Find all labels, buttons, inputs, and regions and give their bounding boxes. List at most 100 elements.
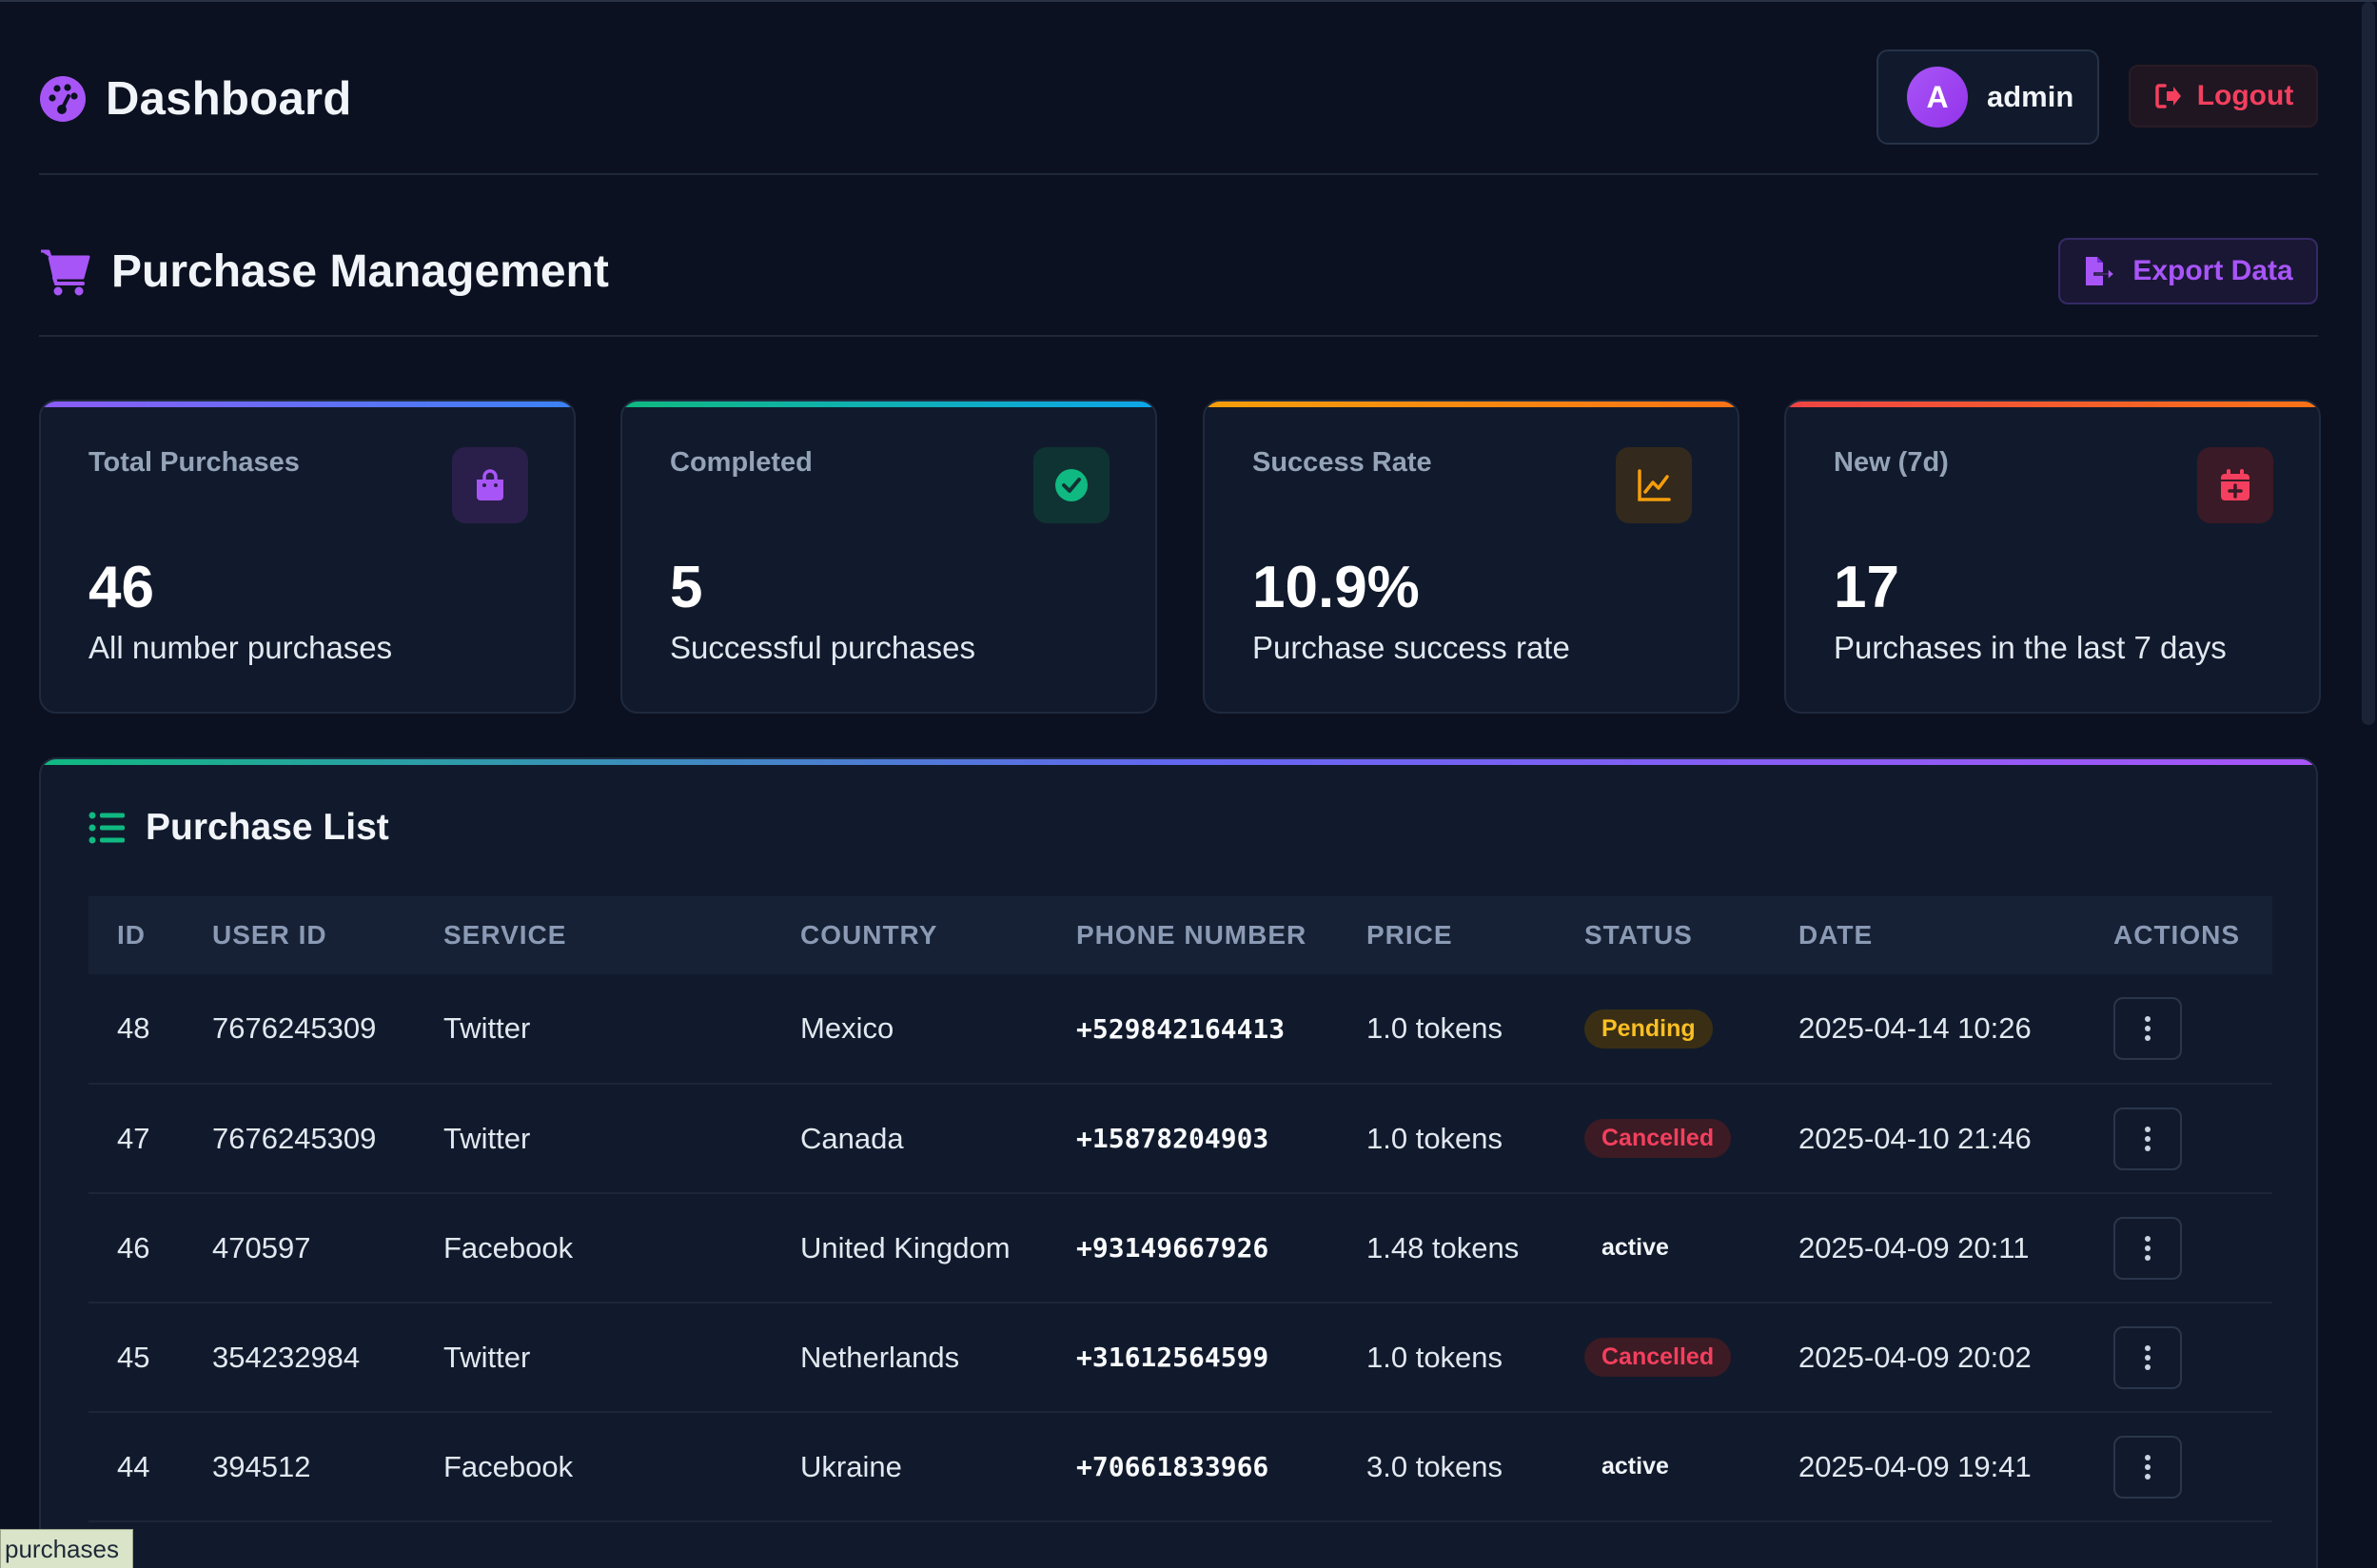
brand: Dashboard — [39, 72, 352, 126]
cell-service: Twitter — [443, 1011, 531, 1045]
cell-id: 48 — [117, 1011, 150, 1045]
page-scrollbar[interactable] — [2362, 2, 2375, 725]
cell-phone: +15878204903 — [1076, 1123, 1269, 1154]
cell-actions — [2085, 1193, 2272, 1303]
cell-date: 2025-04-09 20:11 — [1798, 1230, 2030, 1264]
cell-country: Netherlands — [800, 1340, 960, 1374]
cell-date: 2025-04-10 21:46 — [1798, 1121, 2032, 1155]
cell-price: 1.0 tokens — [1366, 1121, 1503, 1155]
status-badge: Cancelled — [1584, 1119, 1732, 1158]
section-heading: Purchase Management — [111, 246, 609, 297]
status-badge: active — [1601, 1234, 1669, 1261]
row-actions-button[interactable] — [2113, 997, 2182, 1060]
cell-service: Facebook — [443, 1449, 574, 1483]
sign-out-icon — [2154, 84, 2181, 108]
stat-description: All number purchases — [88, 630, 393, 665]
chart-line-icon — [1638, 469, 1671, 501]
purchase-table: ID USER ID SERVICE COUNTRY PHONE NUMBER … — [88, 896, 2272, 1522]
cell-id: 47 — [117, 1121, 150, 1155]
list-icon — [88, 812, 125, 844]
stat-value: 10.9% — [1252, 555, 1420, 620]
stat-card-completed: Completed 5 Successful purchases — [620, 400, 1157, 714]
cell-service: Facebook — [443, 1230, 574, 1264]
top-bar: Dashboard A admin Logout — [39, 48, 2318, 175]
row-actions-button[interactable] — [2113, 1325, 2182, 1389]
cell-service: Twitter — [443, 1340, 531, 1374]
check-circle-icon — [1055, 469, 1088, 501]
cell-user-id: 470597 — [212, 1230, 311, 1264]
file-export-icon — [2086, 257, 2116, 285]
cell-id: 45 — [117, 1340, 150, 1374]
column-header-id[interactable]: ID — [117, 920, 146, 950]
cell-phone: +93149667926 — [1076, 1232, 1269, 1264]
status-badge: active — [1601, 1453, 1669, 1480]
cell-status: Pending — [1556, 974, 1770, 1084]
column-header-country[interactable]: COUNTRY — [800, 920, 938, 950]
shopping-bag-icon — [477, 469, 503, 500]
cell-id: 46 — [117, 1230, 150, 1264]
stat-label: Total Purchases — [88, 447, 300, 478]
ellipsis-vertical-icon — [2145, 1126, 2151, 1151]
export-label: Export Data — [2132, 255, 2293, 286]
export-data-button[interactable]: Export Data — [2058, 238, 2318, 304]
row-actions-button[interactable] — [2113, 1216, 2182, 1280]
stat-card-total-purchases: Total Purchases 46 All number purchases — [39, 400, 576, 714]
cell-date: 2025-04-09 19:41 — [1798, 1449, 2032, 1483]
cell-user-id: 7676245309 — [212, 1121, 377, 1155]
avatar: A — [1907, 67, 1968, 127]
stat-value: 17 — [1834, 555, 1899, 620]
purchase-list-panel: Purchase List ID USER ID SERVICE COUNTRY… — [39, 757, 2318, 1568]
stat-description: Purchase success rate — [1252, 630, 1570, 665]
cell-price: 3.0 tokens — [1366, 1449, 1503, 1483]
table-row[interactable]: 46 470597 Facebook United Kingdom +93149… — [88, 1193, 2272, 1303]
cell-country: Canada — [800, 1121, 904, 1155]
cell-price: 1.0 tokens — [1366, 1340, 1503, 1374]
logout-button[interactable]: Logout — [2129, 65, 2318, 127]
column-header-service[interactable]: SERVICE — [443, 920, 567, 950]
table-row[interactable]: 48 7676245309 Twitter Mexico +5298421644… — [88, 974, 2272, 1084]
stat-label: Completed — [670, 447, 813, 478]
cell-user-id: 354232984 — [212, 1340, 361, 1374]
column-header-status[interactable]: STATUS — [1584, 920, 1693, 950]
cell-status: active — [1556, 1193, 1770, 1303]
table-row[interactable]: 47 7676245309 Twitter Canada +1587820490… — [88, 1084, 2272, 1193]
row-actions-button[interactable] — [2113, 1107, 2182, 1170]
section-title: Purchase Management — [39, 245, 609, 298]
stat-description: Purchases in the last 7 days — [1834, 630, 2227, 665]
cell-price: 1.0 tokens — [1366, 1011, 1503, 1045]
user-name: admin — [1987, 80, 2074, 113]
cell-actions — [2085, 1412, 2272, 1521]
cell-phone: +529842164413 — [1076, 1012, 1286, 1045]
purchase-list-heading: Purchase List — [146, 807, 389, 848]
stat-card-success-rate: Success Rate 10.9% Purchase success rate — [1203, 400, 1739, 714]
purchase-list-title: Purchase List — [88, 807, 389, 849]
table-row[interactable]: 45 354232984 Twitter Netherlands +316125… — [88, 1303, 2272, 1412]
stat-label: Success Rate — [1252, 447, 1432, 478]
ellipsis-vertical-icon — [2145, 1344, 2151, 1370]
cell-actions — [2085, 1084, 2272, 1193]
cell-country: Mexico — [800, 1011, 894, 1045]
user-menu[interactable]: A admin — [1876, 49, 2099, 145]
stat-icon-box — [2197, 447, 2273, 523]
status-tooltip: purchases — [0, 1529, 133, 1568]
status-badge: Cancelled — [1584, 1338, 1732, 1377]
cell-date: 2025-04-09 20:02 — [1798, 1340, 2032, 1374]
cell-date: 2025-04-14 10:26 — [1798, 1011, 2032, 1045]
cell-user-id: 7676245309 — [212, 1011, 377, 1045]
column-header-user-id[interactable]: USER ID — [212, 920, 327, 950]
ellipsis-vertical-icon — [2145, 1016, 2151, 1041]
column-header-price[interactable]: PRICE — [1366, 920, 1453, 950]
stat-icon-box — [452, 447, 528, 523]
stat-value: 46 — [88, 555, 154, 620]
stat-description: Successful purchases — [670, 630, 975, 665]
table-row[interactable]: 44 394512 Facebook Ukraine +70661833966 … — [88, 1412, 2272, 1521]
cell-status: Cancelled — [1556, 1303, 1770, 1412]
cell-status: active — [1556, 1412, 1770, 1521]
row-actions-button[interactable] — [2113, 1435, 2182, 1499]
cell-price: 1.48 tokens — [1366, 1230, 1520, 1264]
cell-service: Twitter — [443, 1121, 531, 1155]
column-header-date[interactable]: DATE — [1798, 920, 1874, 950]
column-header-phone-number[interactable]: PHONE NUMBER — [1076, 920, 1307, 950]
ellipsis-vertical-icon — [2145, 1235, 2151, 1261]
cell-phone: +70661833966 — [1076, 1451, 1269, 1482]
